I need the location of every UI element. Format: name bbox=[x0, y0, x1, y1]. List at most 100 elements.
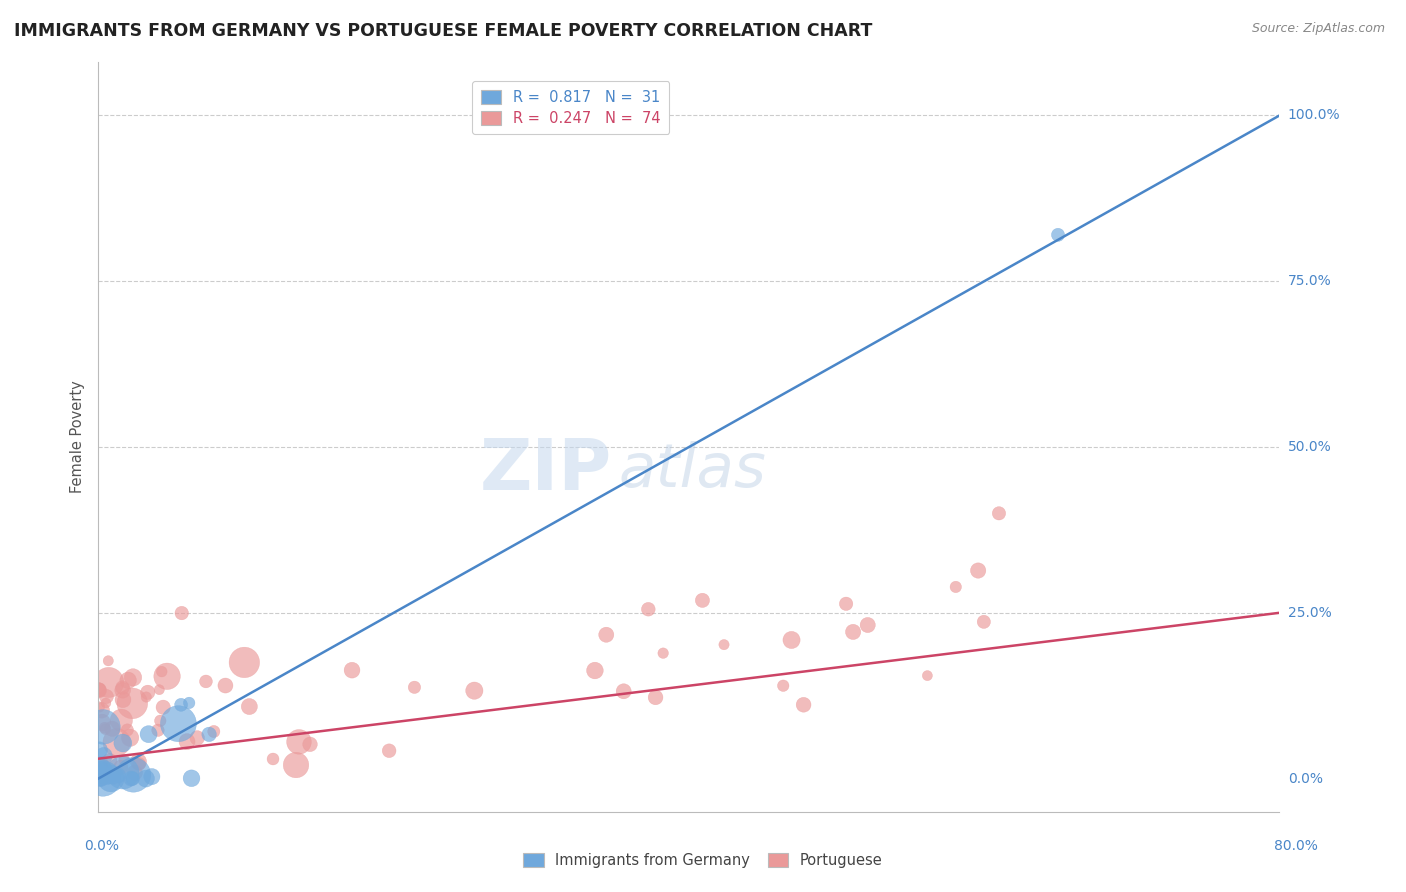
Point bbox=[117, 723, 139, 737]
Point bbox=[111, 683, 134, 698]
Point bbox=[91, 715, 114, 730]
Point bbox=[637, 602, 659, 616]
Point bbox=[107, 768, 129, 782]
Point bbox=[111, 692, 134, 706]
Point bbox=[89, 771, 111, 785]
Point bbox=[136, 685, 159, 699]
Point bbox=[87, 765, 110, 780]
Point bbox=[152, 700, 174, 714]
Point bbox=[90, 761, 112, 775]
Point bbox=[111, 736, 134, 750]
Point bbox=[404, 681, 426, 695]
Point bbox=[138, 727, 160, 741]
Point bbox=[378, 744, 401, 758]
Point bbox=[772, 679, 794, 693]
Point bbox=[595, 628, 617, 642]
Point bbox=[842, 624, 865, 639]
Point bbox=[94, 721, 117, 735]
Point bbox=[298, 737, 321, 751]
Point bbox=[176, 734, 198, 748]
Point bbox=[198, 727, 221, 741]
Point bbox=[89, 700, 111, 714]
Point bbox=[122, 670, 145, 684]
Text: 25.0%: 25.0% bbox=[1288, 606, 1331, 620]
Point bbox=[90, 772, 112, 786]
Point bbox=[285, 758, 308, 772]
Point bbox=[135, 772, 157, 786]
Point bbox=[111, 681, 134, 695]
Point bbox=[90, 703, 112, 717]
Point bbox=[96, 690, 118, 704]
Point bbox=[94, 763, 117, 777]
Point bbox=[97, 675, 120, 690]
Y-axis label: Female Poverty: Female Poverty bbox=[70, 381, 86, 493]
Point bbox=[112, 753, 135, 767]
Point bbox=[1047, 227, 1070, 242]
Point bbox=[156, 669, 179, 683]
Point bbox=[214, 679, 236, 693]
Point bbox=[101, 722, 124, 736]
Point bbox=[87, 683, 110, 698]
Point bbox=[146, 723, 169, 738]
Point bbox=[93, 749, 115, 764]
Text: 100.0%: 100.0% bbox=[1288, 109, 1340, 122]
Point bbox=[127, 755, 149, 769]
Point bbox=[148, 682, 170, 697]
Point bbox=[692, 593, 714, 607]
Point bbox=[121, 697, 143, 711]
Point bbox=[583, 664, 606, 678]
Point bbox=[340, 663, 363, 677]
Point bbox=[91, 720, 114, 734]
Point bbox=[89, 743, 111, 757]
Legend: Immigrants from Germany, Portuguese: Immigrants from Germany, Portuguese bbox=[517, 847, 889, 874]
Point bbox=[202, 724, 225, 739]
Point bbox=[87, 683, 110, 698]
Point bbox=[167, 716, 190, 731]
Point bbox=[97, 654, 120, 668]
Point bbox=[186, 731, 208, 745]
Point bbox=[90, 757, 112, 772]
Point bbox=[91, 772, 114, 786]
Point bbox=[124, 765, 146, 780]
Text: Source: ZipAtlas.com: Source: ZipAtlas.com bbox=[1251, 22, 1385, 36]
Point bbox=[780, 632, 803, 647]
Point bbox=[988, 506, 1011, 520]
Point bbox=[91, 772, 114, 786]
Point bbox=[110, 760, 132, 774]
Point bbox=[856, 618, 879, 632]
Point bbox=[233, 656, 256, 670]
Point bbox=[141, 770, 163, 784]
Point bbox=[793, 698, 815, 712]
Point bbox=[179, 696, 201, 710]
Point bbox=[463, 683, 485, 698]
Point bbox=[103, 772, 125, 786]
Point bbox=[917, 668, 939, 682]
Point bbox=[117, 673, 139, 688]
Point bbox=[94, 696, 117, 710]
Point bbox=[170, 698, 193, 712]
Point bbox=[613, 684, 636, 698]
Point bbox=[90, 761, 112, 775]
Text: IMMIGRANTS FROM GERMANY VS PORTUGUESE FEMALE POVERTY CORRELATION CHART: IMMIGRANTS FROM GERMANY VS PORTUGUESE FE… bbox=[14, 22, 873, 40]
Point bbox=[135, 690, 157, 704]
Point bbox=[194, 674, 217, 689]
Point bbox=[180, 772, 202, 786]
Text: 0.0%: 0.0% bbox=[1288, 772, 1323, 786]
Point bbox=[149, 714, 172, 728]
Point bbox=[94, 723, 117, 737]
Point bbox=[835, 597, 858, 611]
Point bbox=[644, 690, 666, 705]
Text: atlas: atlas bbox=[619, 442, 766, 500]
Text: 0.0%: 0.0% bbox=[84, 838, 118, 853]
Text: 50.0%: 50.0% bbox=[1288, 440, 1331, 454]
Point bbox=[111, 765, 134, 780]
Text: ZIP: ZIP bbox=[479, 436, 612, 505]
Point bbox=[91, 772, 114, 786]
Point bbox=[967, 564, 990, 578]
Point bbox=[238, 699, 260, 714]
Point bbox=[97, 772, 120, 786]
Point bbox=[128, 756, 150, 771]
Point bbox=[121, 772, 143, 786]
Point bbox=[98, 754, 121, 768]
Point bbox=[150, 665, 173, 679]
